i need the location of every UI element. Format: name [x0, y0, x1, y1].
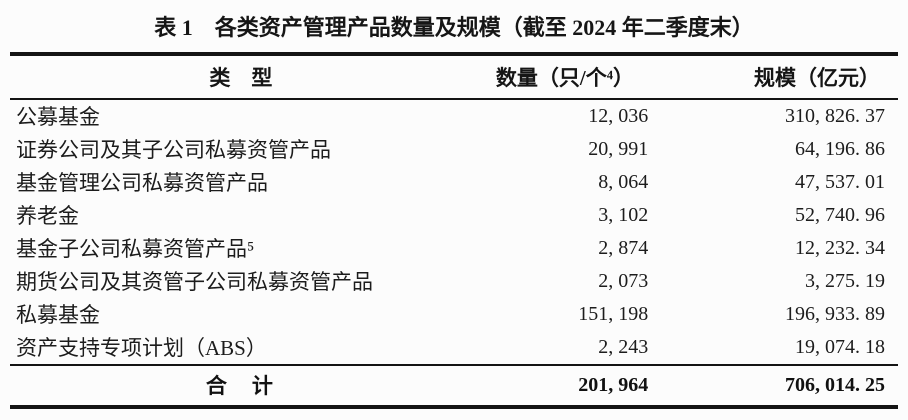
cell-type: 证券公司及其子公司私募资管产品 — [16, 138, 331, 163]
table-row-abs: 资产支持专项计划（ABS） 2, 243 19, 074. 18 — [10, 331, 898, 365]
cell-type: 资产支持专项计划（ABS） — [16, 336, 267, 361]
total-scale: 706, 014. 25 — [658, 363, 898, 407]
cell-scale: 12, 232. 34 — [795, 236, 885, 259]
total-quantity: 201, 964 — [471, 363, 659, 407]
cell-quantity: 2, 874 — [598, 236, 649, 259]
cell-type: 私募基金 — [16, 303, 100, 328]
cell-type: 基金管理公司私募资管产品 — [16, 171, 268, 196]
cell-scale: 310, 826. 37 — [785, 104, 885, 127]
table-row-futures-company-products: 期货公司及其资管子公司私募资管产品 2, 073 3, 275. 19 — [10, 265, 898, 298]
cell-type: 期货公司及其资管子公司私募资管产品 — [16, 270, 373, 295]
cell-quantity: 3, 102 — [598, 203, 649, 226]
column-header-scale: 规模（亿元） — [658, 53, 898, 100]
cell-quantity: 2, 243 — [598, 335, 649, 358]
cell-scale: 52, 740. 96 — [795, 203, 885, 226]
cell-scale: 19, 074. 18 — [795, 335, 885, 358]
cell-scale: 47, 537. 01 — [795, 170, 885, 193]
column-header-quantity: 数量（只/个⁴） — [471, 53, 659, 100]
cell-type: 养老金 — [16, 204, 79, 229]
table-caption: 表 1 各类资产管理产品数量及规模（截至 2024 年二季度末） — [154, 15, 754, 40]
table-row-pension-funds: 养老金 3, 102 52, 740. 96 — [10, 199, 898, 232]
cell-scale: 3, 275. 19 — [805, 269, 885, 292]
table-row-fund-subsidiary-products: 基金子公司私募资管产品⁵ 2, 874 12, 232. 34 — [10, 232, 898, 265]
cell-quantity: 12, 036 — [588, 104, 649, 127]
total-label: 合 计 — [10, 363, 472, 407]
table-row-securities-company-products: 证券公司及其子公司私募资管产品 20, 991 64, 196. 86 — [10, 133, 898, 166]
table-row-fund-management-company-products: 基金管理公司私募资管产品 8, 064 47, 537. 01 — [10, 166, 898, 199]
cell-scale: 64, 196. 86 — [795, 137, 885, 160]
cell-quantity: 2, 073 — [598, 269, 649, 292]
cell-scale: 196, 933. 89 — [785, 302, 885, 325]
column-header-type: 类 型 — [10, 53, 472, 100]
table-row-private-funds: 私募基金 151, 198 196, 933. 89 — [10, 298, 898, 331]
cell-quantity: 8, 064 — [598, 170, 649, 193]
asset-management-products-table: 类 型 数量（只/个⁴） 规模（亿元） 公募基金 12, 036 310, 82… — [10, 51, 898, 409]
cell-type: 基金子公司私募资管产品⁵ — [16, 237, 255, 262]
header-row: 类 型 数量（只/个⁴） 规模（亿元） — [10, 53, 898, 100]
total-row: 合 计 201, 964 706, 014. 25 — [10, 363, 898, 407]
cell-quantity: 151, 198 — [578, 302, 649, 325]
table-row-public-funds: 公募基金 12, 036 310, 826. 37 — [10, 99, 898, 133]
cell-type: 公募基金 — [16, 105, 100, 130]
cell-quantity: 20, 991 — [588, 137, 649, 160]
